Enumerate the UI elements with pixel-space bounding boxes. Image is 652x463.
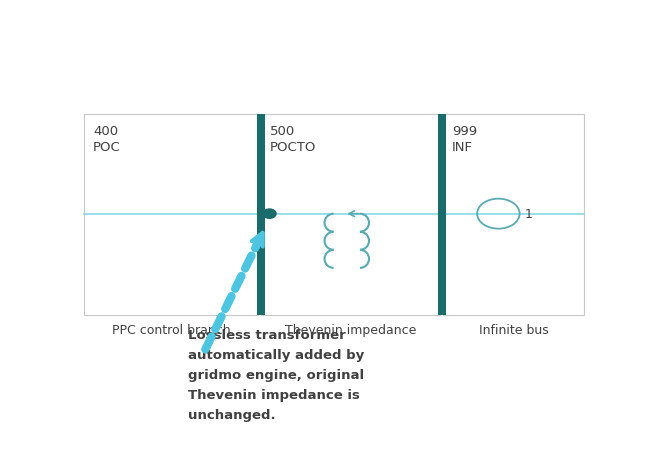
Text: Thevenin impedance: Thevenin impedance (285, 323, 416, 336)
Text: 999
INF: 999 INF (452, 125, 477, 154)
Bar (261, 114, 440, 316)
Bar (438, 114, 447, 316)
Bar (443, 114, 584, 316)
Text: Infinite bus: Infinite bus (479, 323, 548, 336)
Text: 1: 1 (525, 208, 533, 221)
Bar (84, 114, 258, 316)
Text: 400
POC: 400 POC (93, 125, 121, 154)
Text: 500
POCTO: 500 POCTO (270, 125, 316, 154)
Bar (258, 114, 265, 316)
Circle shape (263, 210, 276, 219)
Text: Lossless transformer
automatically added by
gridmo engine, original
Thevenin imp: Lossless transformer automatically added… (188, 328, 364, 421)
Text: PPC control branch: PPC control branch (112, 323, 231, 336)
